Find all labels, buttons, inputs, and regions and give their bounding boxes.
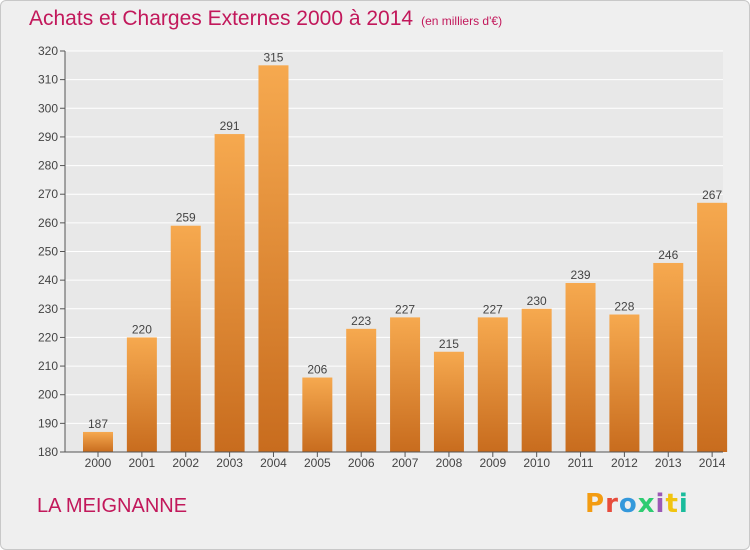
data-label: 291 (220, 119, 240, 133)
logo-letter: i (678, 489, 689, 519)
y-tick-label: 260 (38, 216, 58, 230)
bar (214, 134, 245, 453)
data-label: 187 (88, 417, 108, 431)
bar (521, 308, 552, 452)
x-tick-label: 2005 (304, 456, 331, 470)
x-tick-label: 2010 (523, 456, 550, 470)
data-label: 230 (527, 294, 547, 308)
x-tick-label: 2009 (479, 456, 506, 470)
x-tick-label: 2014 (699, 456, 726, 470)
bar (126, 337, 157, 452)
commune-name: LA MEIGNANNE (37, 495, 188, 517)
bar (302, 377, 333, 452)
y-tick-label: 250 (38, 245, 58, 259)
bar (258, 65, 289, 453)
y-tick-label: 190 (38, 416, 58, 430)
bar (609, 314, 640, 452)
bar (170, 225, 201, 452)
logo-letter: o (618, 489, 638, 519)
data-label: 227 (483, 302, 503, 316)
logo-letter: r (605, 489, 619, 519)
data-label: 228 (614, 300, 634, 314)
logo-letter: t (665, 489, 679, 519)
bar (477, 317, 508, 452)
data-label: 239 (571, 268, 591, 282)
x-tick-label: 2003 (216, 456, 243, 470)
y-tick-label: 210 (38, 359, 58, 373)
x-tick-label: 2001 (129, 456, 156, 470)
chart-title: Achats et Charges Externes 2000 à 2014 (e… (29, 7, 502, 31)
x-tick-label: 2013 (655, 456, 682, 470)
x-tick-label: 2008 (436, 456, 463, 470)
bar (565, 283, 596, 452)
data-labels: 187 220 259 291 315 206 223 227 215 227 230 239 228 2… (88, 50, 722, 431)
data-label: 215 (439, 337, 459, 351)
data-label: 227 (395, 302, 415, 316)
y-tick-label: 220 (38, 330, 58, 344)
bar (697, 202, 728, 452)
x-tick-label: 2011 (568, 456, 594, 470)
data-label: 315 (263, 50, 283, 64)
axes: 180 190 200 210 220 230 240 250 260 270 280 290 300 3… (38, 44, 726, 470)
data-label: 246 (658, 248, 678, 262)
y-tick-label: 180 (38, 445, 58, 459)
x-tick-label: 2004 (260, 456, 287, 470)
y-tick-label: 200 (38, 388, 58, 402)
y-tick-label: 310 (38, 73, 58, 87)
y-tick-label: 300 (38, 101, 58, 115)
y-tick-label: 230 (38, 302, 58, 316)
bar (390, 317, 421, 452)
y-tick-label: 290 (38, 130, 58, 144)
proxiti-logo: Proxiti (585, 489, 689, 519)
data-label: 223 (351, 314, 371, 328)
logo-letter: P (585, 489, 606, 519)
bar (346, 328, 377, 452)
x-tick-label: 2000 (85, 456, 112, 470)
data-label: 206 (307, 363, 327, 377)
y-tick-label: 280 (38, 159, 58, 173)
data-label: 267 (702, 188, 722, 202)
x-tick-label: 2007 (392, 456, 419, 470)
x-tick-label: 2006 (348, 456, 375, 470)
data-label: 220 (132, 322, 152, 336)
bars (83, 65, 728, 453)
bar (83, 431, 113, 452)
title-text: Achats et Charges Externes 2000 à 2014 (29, 7, 414, 30)
unit-label: (en milliers d'€) (421, 14, 503, 28)
logo-letter: i (655, 489, 666, 519)
y-tick-label: 320 (38, 44, 58, 58)
y-tick-label: 270 (38, 187, 58, 201)
logo-letter: x (637, 489, 656, 519)
bar (433, 351, 464, 452)
data-label: 259 (176, 211, 196, 225)
x-tick-label: 2012 (611, 456, 638, 470)
bar (653, 262, 684, 452)
y-tick-label: 240 (38, 273, 58, 287)
x-tick-label: 2002 (172, 456, 199, 470)
